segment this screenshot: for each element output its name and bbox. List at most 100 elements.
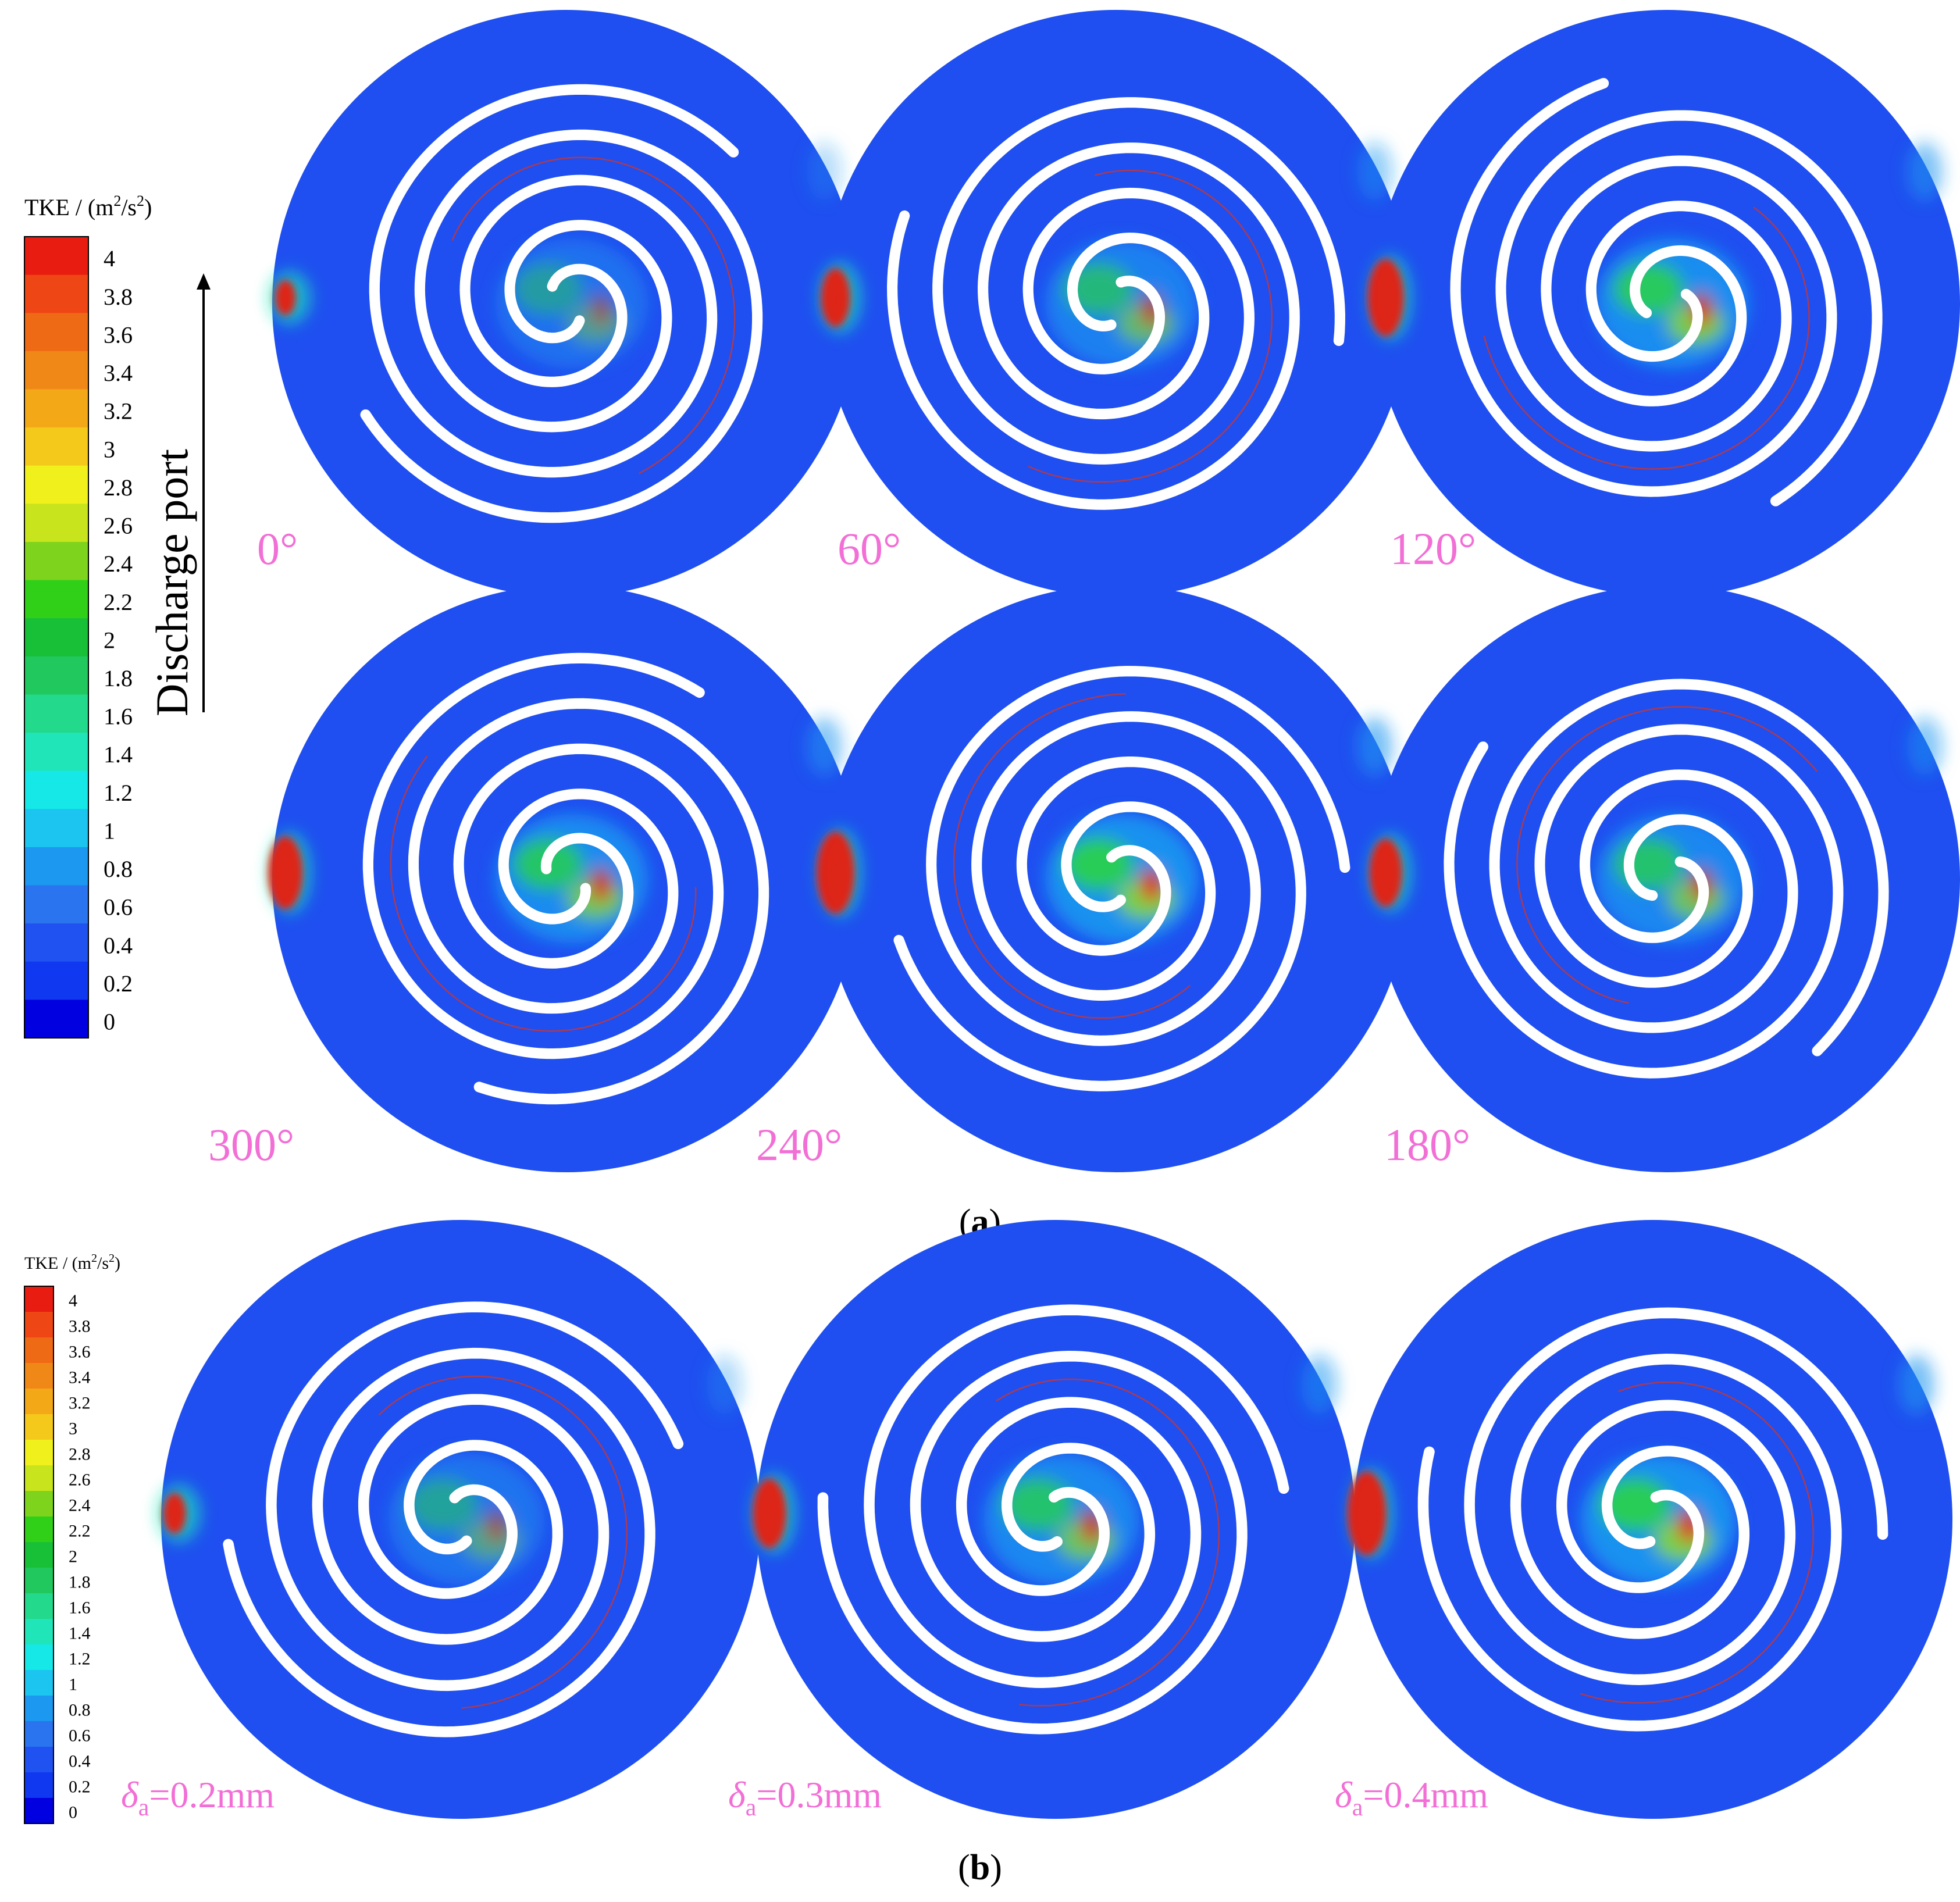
fixed-scroll-wrap (360, 129, 763, 523)
colorbar-tick-label: 1.8 (104, 665, 133, 691)
colorbar-tick-label: 2 (69, 1547, 77, 1566)
scroll-contour-plot (158, 1220, 760, 1819)
colorbar-tick-label: 2.2 (104, 589, 133, 615)
orbiting-scroll-wrap (864, 1304, 1289, 1688)
colorbar-swatch (24, 580, 88, 619)
colorbar-tick-label: 2.6 (104, 513, 133, 539)
discharge-red-zone (753, 1478, 787, 1548)
radial-clearance-gap (1516, 706, 1818, 1004)
fixed-scroll-wrap (362, 652, 724, 1059)
fixed-scroll-wrap (926, 666, 1350, 1046)
fixed-scroll-wrap (1450, 78, 1837, 497)
radial-clearance-gap (451, 156, 736, 474)
colorbar-swatch (24, 1337, 54, 1364)
colorbar-tick-label: 0.8 (104, 856, 133, 882)
panel-b: δa=0.2mm δa=0.3mm δa=0.4mm (121, 1220, 1952, 1821)
colorbar-tick-label: 1.8 (69, 1572, 91, 1591)
colorbar-swatch (24, 733, 88, 772)
colorbar-swatch (24, 237, 88, 276)
colorbar-tick-label: 3.6 (69, 1342, 91, 1361)
radial-clearance-gap (1580, 1381, 1814, 1704)
discharge-red-zone (1369, 838, 1403, 907)
colorbar-swatch (24, 1670, 54, 1696)
colorbar-tick-label: 0 (104, 1009, 115, 1035)
colorbar-frame (24, 1286, 54, 1824)
colorbar-tick-label: 3.6 (104, 322, 133, 348)
colorbar-tick-label: 2.6 (69, 1470, 91, 1489)
colorbar-tick-label: 1.6 (104, 704, 133, 730)
discharge-port-label: Discharge port (147, 449, 197, 716)
colorbar-swatch (24, 465, 88, 504)
radial-clearance-gap (390, 755, 697, 1032)
colorbar-swatch (24, 1491, 54, 1517)
discharge-red-zone (163, 1493, 186, 1534)
orbiting-scroll-wrap (408, 698, 769, 1105)
orbiting-scroll-wrap (1464, 1307, 1888, 1685)
crank-angle-label: 120° (1390, 523, 1476, 574)
axial-clearance-label: δa=0.4mm (1335, 1774, 1488, 1821)
colorbar-tick-label: 3.2 (69, 1393, 91, 1412)
colorbar-tick-label: 4 (69, 1291, 77, 1310)
colorbar-tick-label: 2.4 (69, 1496, 91, 1515)
orbiting-scroll-wrap (1444, 724, 1844, 1079)
colorbar-swatch (24, 1696, 54, 1722)
colorbar-tick-label: 3.4 (69, 1368, 91, 1387)
colorbar-swatch (24, 770, 88, 809)
panel-b-caption: (b) (958, 1848, 1002, 1887)
colorbar-tick-label: 2.2 (69, 1521, 91, 1540)
colorbar-swatch (24, 1798, 54, 1824)
legend-bottom-ticks: 4 3.8 3.6 3.4 3.2 3 2.8 2.6 2.4 2.2 2 1.8 1.6 1.4 1.2 1… (69, 1291, 91, 1822)
discharge-red-zone (821, 268, 850, 327)
colorbar-swatch (24, 1440, 54, 1466)
axial-clearance-label: δa=0.2mm (121, 1774, 275, 1821)
fixed-scroll-wrap (1417, 1354, 1842, 1732)
colorbar-tick-label: 1.6 (69, 1598, 91, 1617)
scroll-contour-plot (819, 10, 1410, 597)
colorbar-tick-label: 4 (104, 245, 115, 272)
colorbar-swatch (24, 1516, 54, 1543)
orbiting-scroll-wrap (893, 711, 1306, 1091)
panel-a: 0° 60° 120° 300° 240° 180° (208, 10, 1960, 1172)
colorbar-tick-label: 3.4 (104, 360, 133, 386)
scroll-contour-plot (816, 585, 1410, 1172)
colorbar-swatch (24, 351, 88, 390)
colorbar-swatch (24, 1312, 54, 1338)
colorbar-tick-label: 0.2 (69, 1777, 91, 1796)
fixed-scroll-wrap (817, 1351, 1248, 1735)
colorbar-swatch (24, 885, 88, 924)
fixed-scroll-wrap (887, 142, 1300, 510)
colorbar-tick-label: 1.4 (69, 1623, 91, 1643)
radial-clearance-gap (1028, 169, 1273, 483)
crank-angle-label: 240° (756, 1119, 842, 1170)
scroll-contour-plot (1369, 585, 1960, 1172)
crank-angle-label: 0° (257, 523, 298, 574)
colorbar-swatch (24, 389, 88, 428)
legend-top: TKE / (m2/s2) 4 3.8 3.6 3.4 3.2 3 2.8 2.6 2.4 2.2… (24, 192, 152, 1039)
colorbar-tick-label: 1 (104, 818, 115, 844)
axial-clearance-label: δa=0.3mm (728, 1774, 882, 1821)
colorbar-tick-label: 0.4 (104, 932, 133, 958)
colorbar-tick-label: 3.8 (69, 1316, 91, 1336)
colorbar-swatch (24, 1542, 54, 1568)
colorbar-tick-label: 1.2 (69, 1649, 91, 1668)
fixed-scroll-wrap (1489, 679, 1889, 1057)
colorbar-swatch (24, 656, 88, 695)
discharge-port-marker: Discharge port (147, 273, 211, 716)
colorbar-tick-label: 2.8 (69, 1444, 91, 1464)
colorbar-tick-label: 0.6 (69, 1726, 91, 1745)
colorbar-tick-label: 3 (69, 1419, 77, 1438)
scroll-contour-plot (753, 1220, 1355, 1819)
colorbar-tick-label: 2.8 (104, 474, 133, 501)
colorbar-swatch (24, 541, 88, 581)
scroll-contour-plot (269, 10, 860, 597)
colorbar-tick-label: 0.8 (69, 1700, 91, 1719)
colorbar-swatch (24, 1644, 54, 1671)
colorbar-tick-label: 0 (69, 1803, 77, 1822)
colorbar-tick-label: 1.2 (104, 780, 133, 806)
colorbar-swatch (24, 313, 88, 352)
discharge-red-zone (268, 836, 303, 909)
orbiting-scroll-wrap (1495, 110, 1883, 506)
radial-clearance-gap (996, 1378, 1220, 1707)
colorbar-swatch (24, 1465, 54, 1491)
